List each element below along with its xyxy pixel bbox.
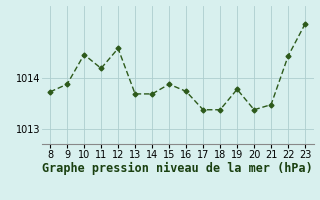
X-axis label: Graphe pression niveau de la mer (hPa): Graphe pression niveau de la mer (hPa) [42,162,313,175]
